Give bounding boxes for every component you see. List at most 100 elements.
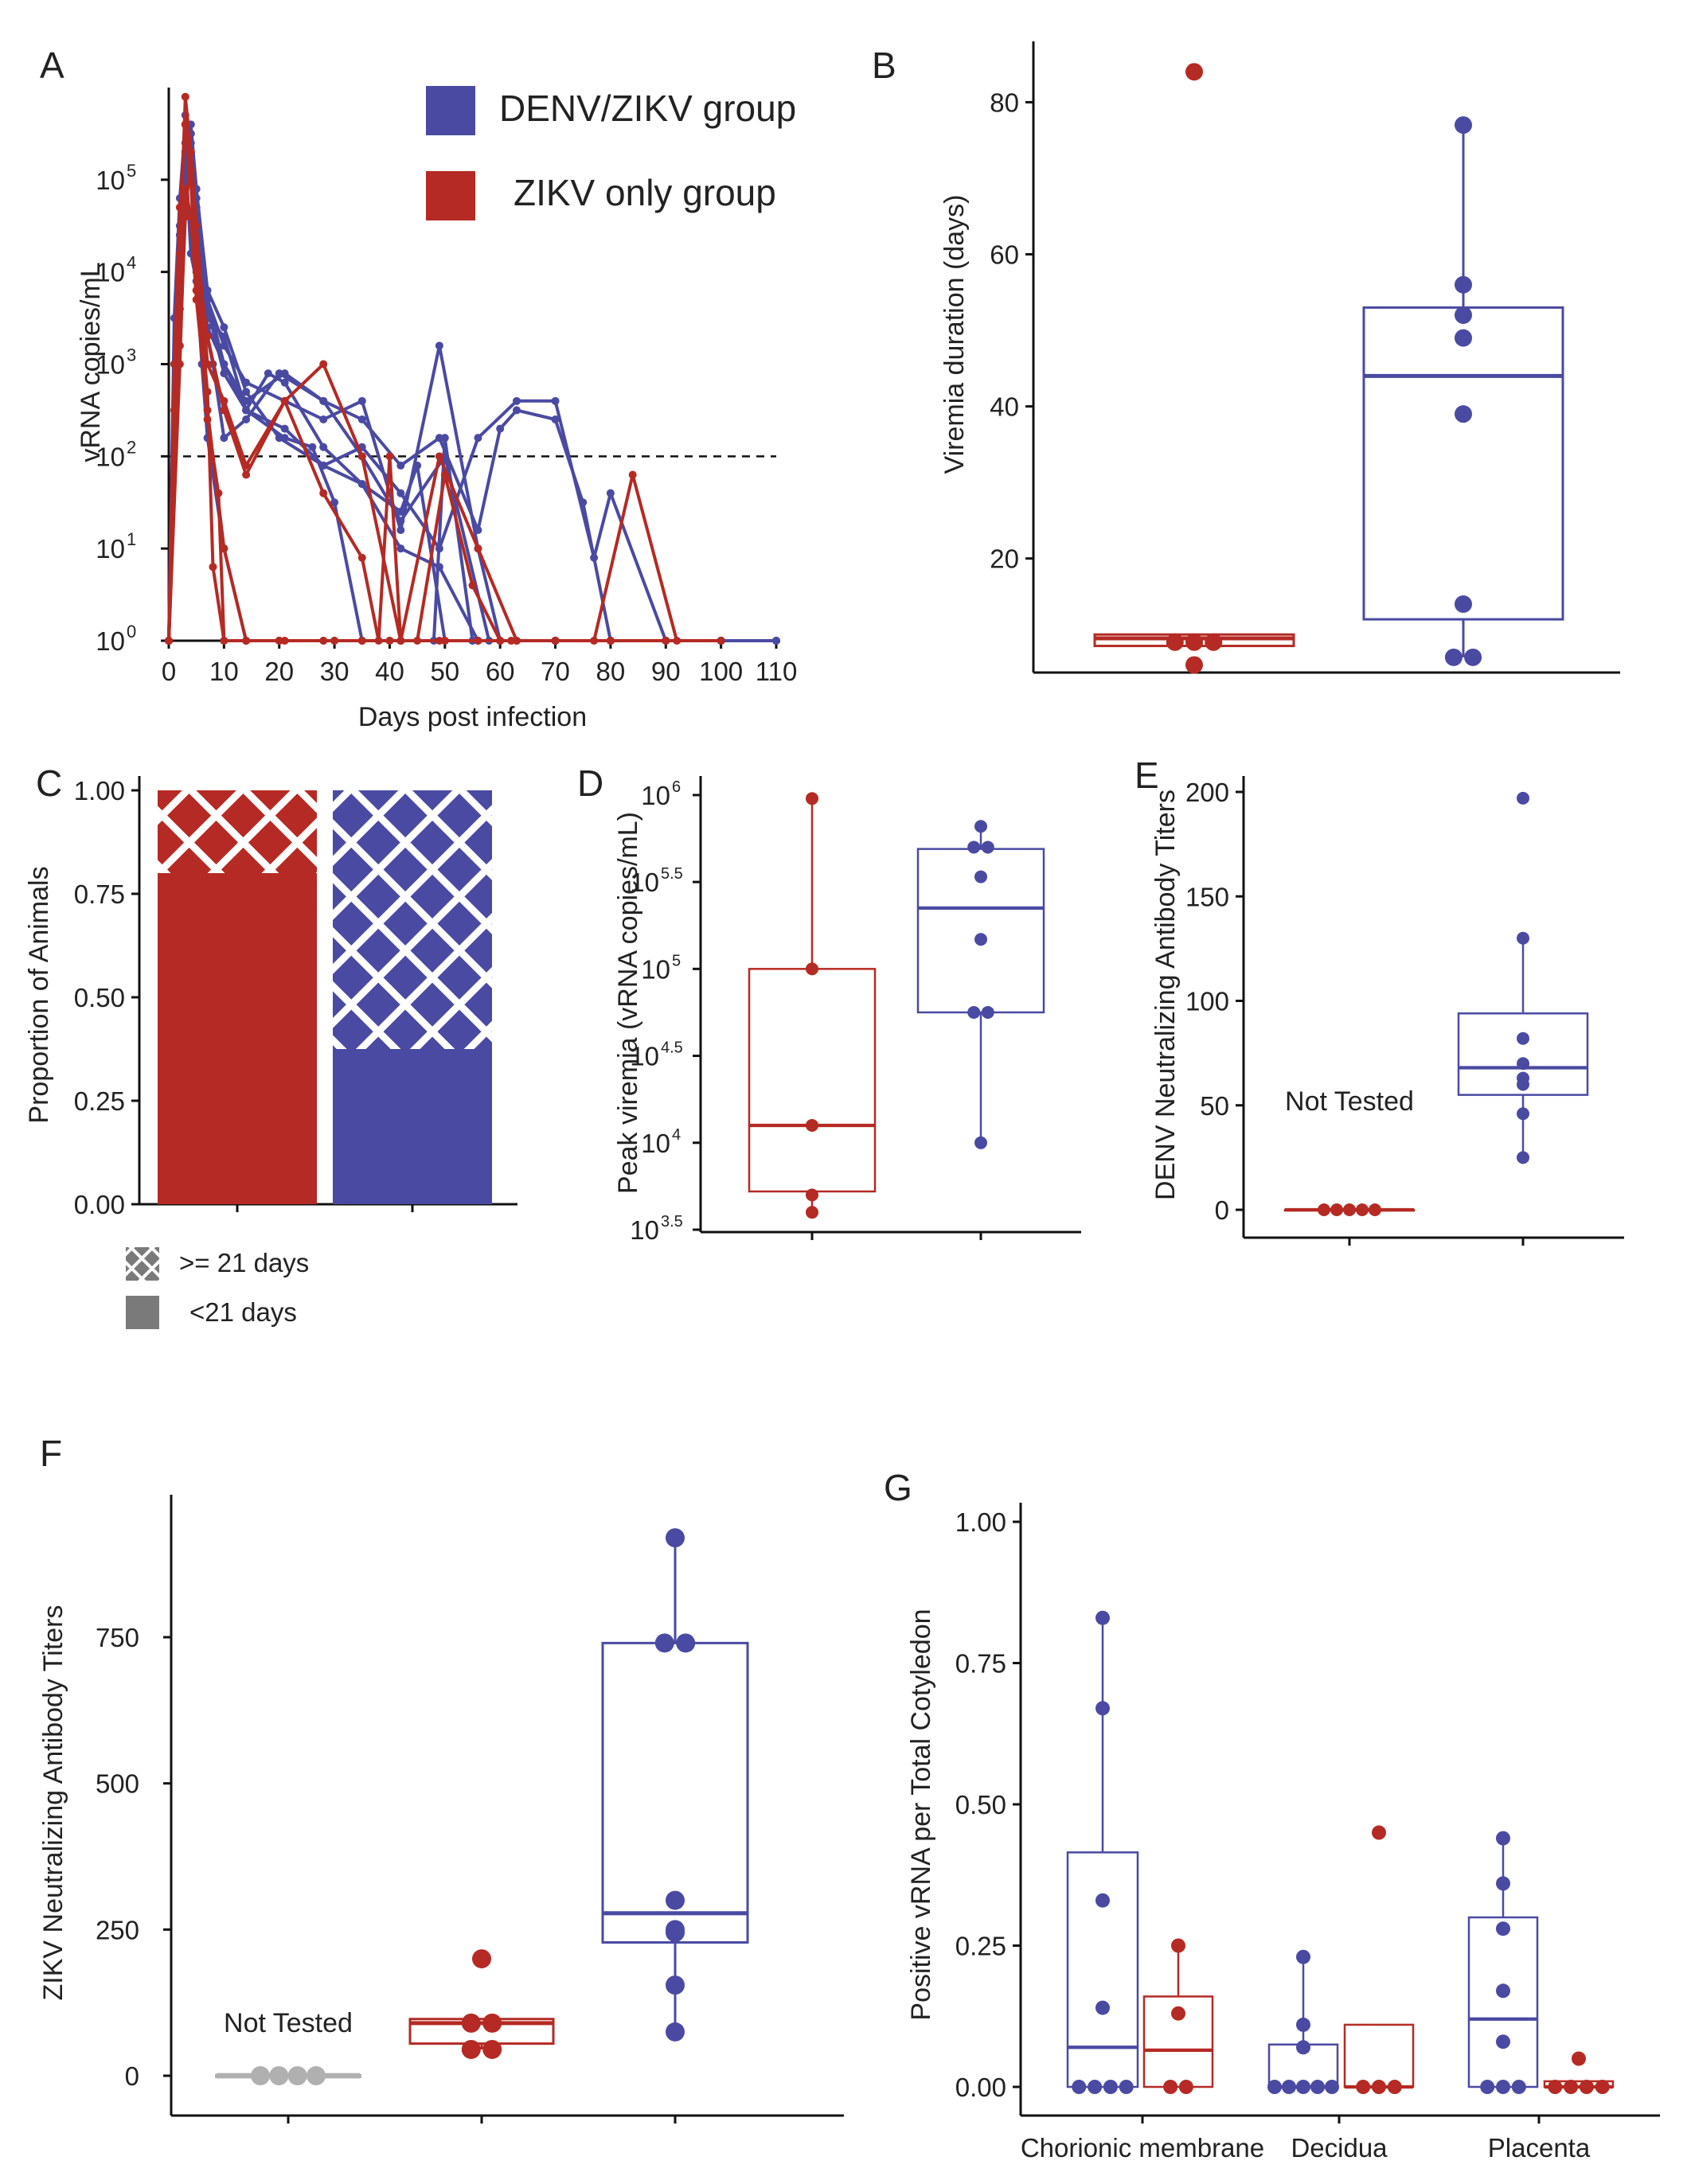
panel-a-y-tick-exponent: 3 — [127, 345, 136, 365]
panel-e-point — [1517, 1107, 1529, 1121]
panel-d-y-title: Peak viremia (vRNA copies/mL) — [613, 812, 643, 1194]
panel-a-point — [440, 470, 449, 479]
panel-d-box-0-box — [748, 968, 877, 1193]
panel-label-c: C — [36, 762, 62, 804]
panel-a-point — [330, 498, 339, 507]
panel-a-point — [551, 415, 560, 423]
panel-a-point — [551, 637, 560, 645]
panel-f-point — [666, 1528, 685, 1548]
panel-a-point — [357, 637, 366, 645]
panel-d-box-1-box — [916, 848, 1045, 1014]
panel-a-series-line — [167, 169, 611, 642]
panel-a-point — [319, 415, 328, 423]
panel-b-point — [1205, 633, 1223, 651]
panel-g-point — [1163, 2080, 1178, 2094]
panel-c-y-tick-label: 0.25 — [74, 1086, 125, 1116]
panel-g-point — [1496, 1983, 1510, 1999]
panel-a-point — [280, 378, 289, 387]
panel-a-point — [242, 637, 251, 645]
panel-f-point — [472, 1949, 491, 1969]
panel-d-point — [806, 1118, 818, 1132]
panel-a-point — [280, 434, 289, 443]
panel-g-y-tick-label: 0.25 — [955, 1932, 1006, 1961]
panel-a-point — [242, 415, 251, 423]
panel-a-x-tick-label: 10 — [209, 657, 239, 686]
panel-a-point — [280, 396, 289, 405]
panel-a-point — [396, 544, 405, 553]
panel-a-point — [275, 369, 283, 378]
panel-g-point — [1496, 1876, 1510, 1891]
panel-a-point — [507, 637, 516, 645]
panel-d-y-tick-label: 10 — [630, 1215, 659, 1245]
panel-a-point — [474, 544, 482, 553]
panel-f-point — [287, 2066, 307, 2085]
panel-d-point — [806, 1206, 818, 1219]
panel-a-point — [496, 424, 505, 433]
panel-g-x-tick-label: Chorionic membrane — [1021, 2133, 1264, 2163]
panel-g-x-tick-label: Decidua — [1291, 2133, 1388, 2163]
panel-b-point — [1455, 595, 1472, 614]
panel-f-point — [251, 2066, 270, 2085]
solid-legend-swatch — [126, 1296, 159, 1329]
panel-f-y-tick-label: 750 — [96, 1623, 139, 1652]
panel-b-point — [1455, 275, 1472, 294]
panel-b-point — [1455, 329, 1472, 347]
panel-b-point — [1185, 63, 1203, 81]
panel-label-e: E — [1134, 755, 1159, 796]
panel-e-box-1-box — [1457, 1012, 1589, 1096]
panel-a-point — [512, 396, 521, 405]
panel-d-point — [981, 840, 994, 854]
panel-g-point — [1387, 2080, 1402, 2094]
panel-b-viremia-duration: 20 40 60 80 Viremia duration (days) — [939, 41, 1620, 674]
panel-a-point — [468, 581, 477, 590]
panel-g-point — [1296, 2040, 1310, 2055]
panel-a-point — [474, 434, 482, 443]
panel-c-y-tick-label: 1.00 — [74, 776, 125, 805]
panel-d-point — [981, 1005, 994, 1019]
panel-g-point — [1072, 2080, 1087, 2094]
panel-b-point — [1166, 633, 1184, 651]
panel-e-point — [1517, 791, 1529, 805]
panel-b-y-title: Viremia duration (days) — [939, 195, 970, 474]
panel-a-point — [192, 249, 201, 258]
hatch-legend-swatch — [126, 1247, 159, 1281]
panel-a-y-title: vRNA copies/mL — [76, 262, 106, 462]
panel-b-y-tick-label: 60 — [990, 240, 1019, 270]
panel-a-point — [512, 406, 521, 415]
panel-g-point — [1572, 2051, 1586, 2066]
panel-a-point — [186, 148, 195, 157]
panel-f-point — [666, 1920, 685, 1940]
panel-a-point — [186, 166, 195, 175]
panel-e-point — [1369, 1203, 1381, 1216]
panel-d-point — [806, 962, 818, 976]
panel-d-point — [974, 1136, 987, 1149]
panel-d-point — [967, 840, 981, 854]
panel-a-point — [170, 360, 178, 369]
panel-a-point — [606, 637, 615, 645]
panel-b-point — [1444, 648, 1463, 666]
panel-e-y-tick-label: 100 — [1185, 987, 1229, 1016]
panel-a-y-tick-exponent: 4 — [127, 253, 136, 273]
panel-g-point — [1496, 1831, 1510, 1846]
panel-a-x-tick-label: 50 — [430, 657, 459, 686]
panel-g-point — [1511, 2080, 1526, 2094]
panel-e-y-title: DENV Neutralizing Antibody Titers — [1150, 790, 1181, 1200]
panel-g-point — [1372, 1825, 1386, 1840]
panel-g-point — [1088, 2080, 1103, 2094]
panel-f-y-tick-label: 0 — [125, 2061, 139, 2091]
panel-a-series-line — [167, 150, 776, 642]
panel-a-point — [496, 637, 505, 645]
panel-a-point — [280, 637, 289, 645]
panel-a-x-tick-label: 60 — [486, 657, 515, 686]
panel-a-point — [242, 388, 251, 396]
panel-g-point — [1356, 2080, 1371, 2094]
panel-a-y-tick-label: 10 — [96, 534, 125, 564]
panel-e-not-tested: Not Tested — [1285, 1086, 1414, 1117]
panel-a-point — [396, 517, 405, 525]
panel-a-y-tick-exponent: 2 — [127, 437, 136, 457]
legend: DENV/ZIKV group ZIKV only group — [426, 86, 796, 220]
panel-g-point — [1595, 2080, 1610, 2094]
panel-a-point — [396, 526, 405, 534]
panel-d-y-tick-label: 10 — [641, 1129, 670, 1158]
